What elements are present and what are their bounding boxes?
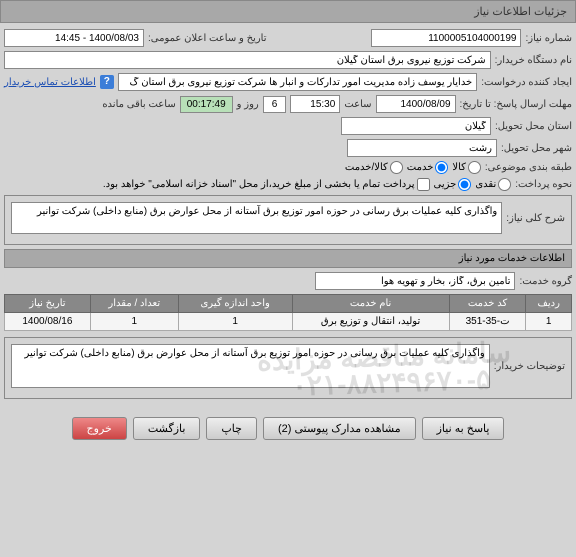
city-input[interactable] [347, 139, 497, 157]
service-group-input[interactable] [315, 272, 515, 290]
category-both-label: کالا/خدمت [345, 162, 388, 173]
category-label: طبقه بندی موضوعی: [485, 162, 572, 173]
buyer-notes-textarea[interactable] [11, 344, 490, 388]
province-input[interactable] [341, 117, 491, 135]
help-icon[interactable]: ? [100, 75, 114, 89]
deadline-time-input[interactable] [290, 95, 340, 113]
th-qty: تعداد / مقدار [90, 295, 178, 313]
td-name: تولید، انتقال و توزیع برق [292, 313, 449, 331]
button-bar: پاسخ به نیاز مشاهده مدارک پیوستی (2) چاپ… [0, 409, 576, 448]
requester-input[interactable] [118, 73, 477, 91]
td-row: 1 [526, 313, 572, 331]
form-area: شماره نیاز: تاریخ و ساعت اعلان عمومی: نا… [0, 23, 576, 409]
payment-note-check[interactable]: پرداخت تمام یا بخشی از مبلغ خرید،از محل … [103, 178, 430, 191]
payment-label: نحوه پرداخت: [515, 179, 572, 190]
th-unit: واحد اندازه گیری [178, 295, 292, 313]
td-date: 1400/08/16 [5, 313, 91, 331]
table-row[interactable]: 1 ت-35-351 تولید، انتقال و توزیع برق 1 1… [5, 313, 572, 331]
back-button[interactable]: بازگشت [133, 417, 201, 440]
payment-note-label: پرداخت تمام یا بخشی از مبلغ خرید،از محل … [103, 179, 415, 190]
th-date: تاریخ نیاز [5, 295, 91, 313]
announce-input[interactable] [4, 29, 144, 47]
th-name: نام خدمت [292, 295, 449, 313]
desc-label: شرح کلی نیاز: [506, 213, 565, 224]
payment-full-label: نقدی [475, 179, 496, 190]
description-box: شرح کلی نیاز: [4, 195, 572, 245]
print-button[interactable]: چاپ [206, 417, 257, 440]
category-goods-label: کالا [452, 162, 466, 173]
announce-label: تاریخ و ساعت اعلان عمومی: [148, 33, 267, 44]
category-both[interactable]: کالا/خدمت [345, 161, 403, 174]
remaining-days: 6 [263, 96, 287, 113]
requester-label: ایجاد کننده درخواست: [481, 77, 572, 88]
province-label: استان محل تحویل: [495, 121, 572, 132]
desc-textarea[interactable] [11, 202, 502, 234]
category-service-label: خدمت [407, 162, 434, 173]
remaining-days-label: روز و [237, 99, 259, 110]
contact-link[interactable]: اطلاعات تماس خریدار [4, 77, 96, 88]
city-label: شهر محل تحویل: [501, 143, 572, 154]
respond-button[interactable]: پاسخ به نیاز [422, 417, 505, 440]
buyer-input[interactable] [4, 51, 491, 69]
services-header: اطلاعات خدمات مورد نیاز [4, 249, 572, 268]
time-label-1: ساعت [344, 99, 371, 110]
td-unit: 1 [178, 313, 292, 331]
payment-partial-label: جزیی [434, 179, 457, 190]
remaining-label: ساعت باقی مانده [102, 99, 175, 110]
th-row: ردیف [526, 295, 572, 313]
need-number-label: شماره نیاز: [525, 33, 572, 44]
remaining-time: 00:17:49 [180, 96, 233, 113]
panel-title: جزئیات اطلاعات نیاز [0, 0, 576, 23]
buyer-notes-label: توضیحات خریدار: [494, 361, 565, 372]
td-code: ت-35-351 [449, 313, 526, 331]
attachments-button[interactable]: مشاهده مدارک پیوستی (2) [263, 417, 416, 440]
need-number-input[interactable] [371, 29, 521, 47]
services-table: ردیف کد خدمت نام خدمت واحد اندازه گیری ت… [4, 294, 572, 331]
exit-button[interactable]: خروج [72, 417, 127, 440]
td-qty: 1 [90, 313, 178, 331]
deadline-date-input[interactable] [376, 95, 456, 113]
th-code: کد خدمت [449, 295, 526, 313]
buyer-label: نام دستگاه خریدار: [495, 55, 572, 66]
buyer-notes-box: سامانه مناقصه مزایده ۰۲۱-۸۸۲۴۹۶۷۰-۵ توضی… [4, 337, 572, 399]
payment-full[interactable]: نقدی [475, 178, 511, 191]
category-service[interactable]: خدمت [407, 161, 449, 174]
service-group-label: گروه خدمت: [519, 276, 572, 287]
deadline-label: مهلت ارسال پاسخ: تا تاریخ: [460, 99, 572, 110]
category-goods[interactable]: کالا [452, 161, 481, 174]
payment-partial[interactable]: جزیی [434, 178, 472, 191]
